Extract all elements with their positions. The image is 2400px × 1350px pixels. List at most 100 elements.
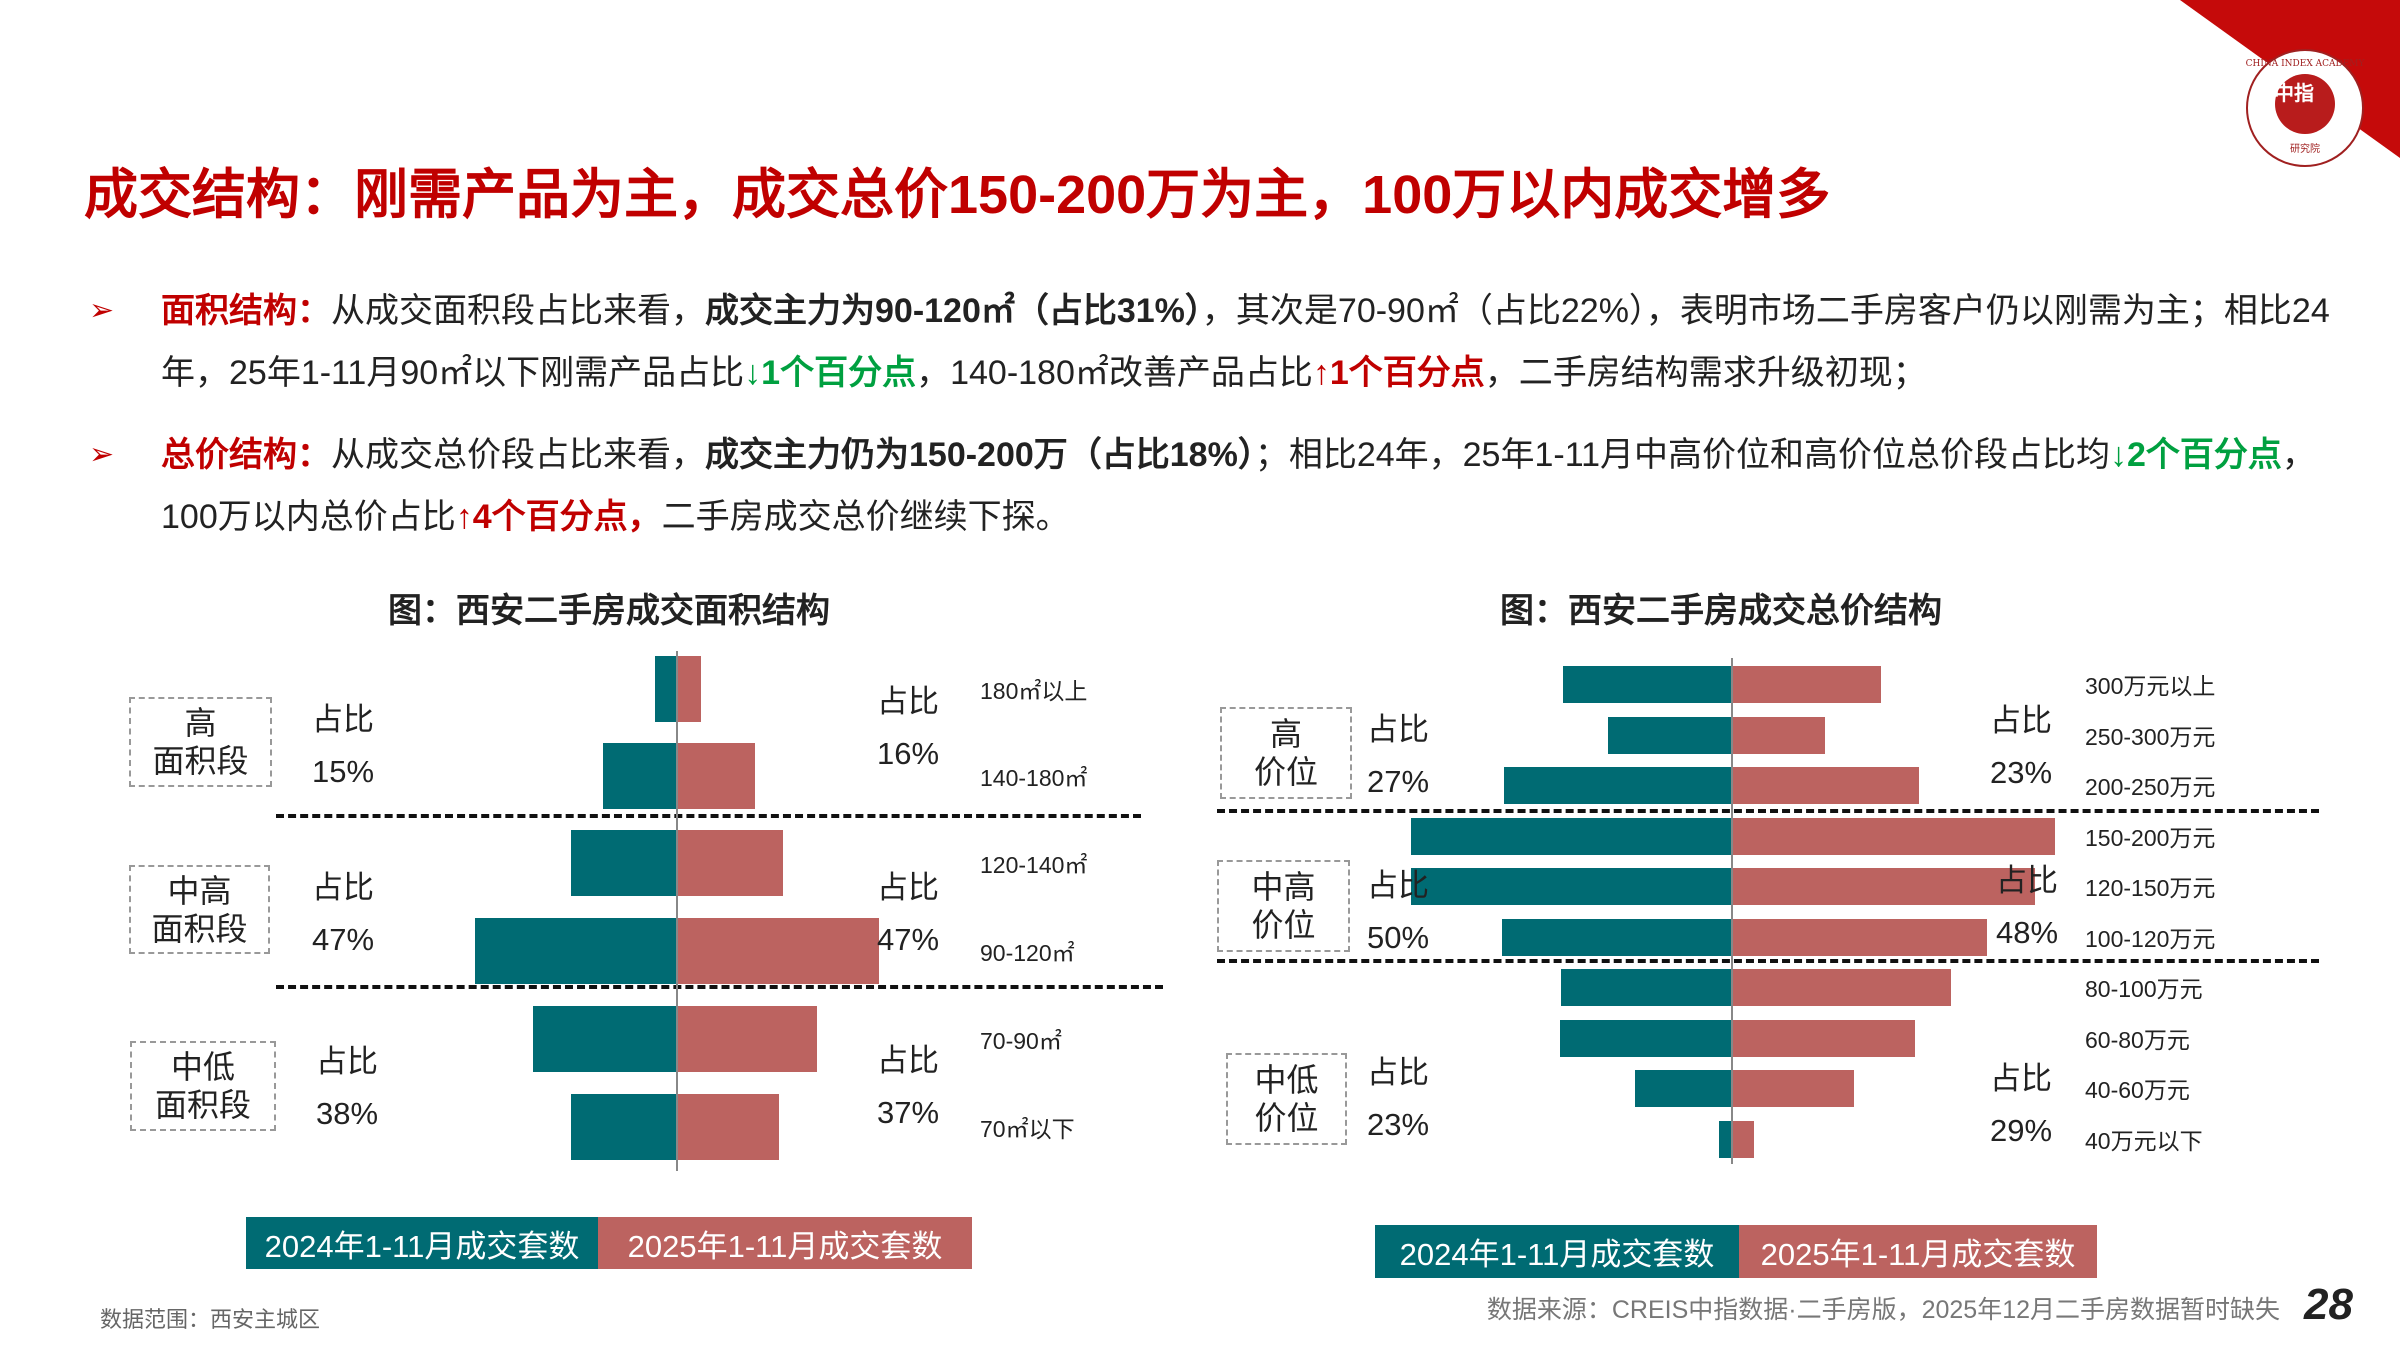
share-2024-mid-low: 占比 23%: [1367, 1055, 1430, 1142]
bar-2024: [1561, 968, 1732, 1006]
group-box-high: 高面积段: [129, 697, 272, 787]
bullet-segment: 成交主力为90-120㎡（占比31%）: [705, 292, 1202, 330]
bullet-segment: ，其次是70-90㎡（占比22%），表明市场二手房客户仍以刚需为主；相比24年，…: [161, 292, 2330, 392]
category-label: 40-60万元: [2085, 1077, 2190, 1103]
legend: 2024年1-11月成交套数 2025年1-11月成交套数: [1375, 1225, 2097, 1278]
category-label: 250-300万元: [2085, 724, 2216, 750]
bar-2024: [1608, 716, 1732, 754]
bar-2024: [1504, 766, 1732, 804]
bullet-segment: 从成交面积段占比来看，: [331, 292, 705, 330]
share-2024-high: 占比 15%: [312, 702, 375, 789]
bar-2024: [571, 1094, 677, 1160]
share-2025-mid-high: 占比 48%: [1996, 863, 2059, 950]
category-label: 150-200万元: [2085, 825, 2216, 851]
brand-logo: 中指 CHINA INDEX ACADEMY 研究院: [2180, 0, 2400, 167]
svg-text:CHINA INDEX ACADEMY: CHINA INDEX ACADEMY: [2246, 59, 2366, 69]
bullet-segment: 从成交总价段占比来看，: [331, 436, 705, 474]
category-label: 300万元以上: [2085, 673, 2216, 699]
chart-axis: [1731, 658, 1733, 1164]
group-divider: [1217, 809, 2319, 813]
bar-2024: [1563, 665, 1732, 703]
bar-2025: [1732, 1019, 1916, 1057]
bar-2025: [677, 918, 880, 984]
bar-2025: [677, 656, 702, 722]
share-2025-high: 占比 23%: [1990, 703, 2053, 790]
group-divider: [276, 985, 1163, 989]
share-2024-mid-high: 占比 50%: [1367, 868, 1430, 955]
category-label: 120-150万元: [2085, 875, 2216, 901]
bar-2025: [1732, 1120, 1754, 1158]
bar-2024: [1502, 918, 1732, 956]
group-box-high: 高价位: [1220, 707, 1352, 799]
legend-2024: 2024年1-11月成交套数: [246, 1217, 598, 1269]
bar-2025: [1732, 716, 1826, 754]
bar-2025: [677, 1094, 779, 1160]
category-label: 200-250万元: [2085, 774, 2216, 800]
chart-axis: [676, 651, 678, 1171]
bar-2025: [677, 830, 784, 896]
bullet-segment: ↑1个百分点: [1312, 354, 1485, 392]
share-2024-high: 占比 27%: [1367, 712, 1430, 799]
share-2025-mid-low: 占比 29%: [1990, 1061, 2053, 1148]
chart-title-area: 图：西安二手房成交面积结构: [388, 592, 830, 630]
bar-2024: [1559, 1019, 1732, 1057]
share-2025-mid-low: 占比 37%: [877, 1043, 940, 1130]
bar-2025: [677, 743, 756, 809]
category-label: 80-100万元: [2085, 976, 2203, 1002]
legend: 2024年1-11月成交套数 2025年1-11月成交套数: [246, 1217, 972, 1269]
bullet-segment: ↓2个百分点: [2110, 436, 2282, 474]
category-label: 120-140㎡: [980, 852, 1088, 878]
bar-2025: [1732, 1069, 1855, 1107]
bar-2025: [1732, 665, 1881, 703]
bullet-segment: 二手房成交总价继续下探。: [661, 498, 1070, 536]
bar-2025: [1732, 867, 2036, 905]
group-divider: [276, 814, 1141, 818]
legend-2025: 2025年1-11月成交套数: [598, 1217, 972, 1269]
bar-2024: [1719, 1120, 1732, 1158]
bullet-segment: ；相比24年，25年1-11月中高价位和高价位总价段占比均: [1254, 436, 2110, 474]
bar-2025: [677, 1006, 818, 1072]
bar-2024: [1410, 867, 1732, 905]
bar-2024: [474, 918, 677, 984]
legend-2025: 2025年1-11月成交套数: [1739, 1225, 2097, 1278]
bar-2025: [1732, 968, 1951, 1006]
share-2025-high: 占比 16%: [877, 684, 940, 771]
group-box-mid-low: 中低 价位: [1226, 1053, 1347, 1145]
svg-text:研究院: 研究院: [2290, 142, 2320, 155]
share-2025-mid-high: 占比 47%: [877, 870, 940, 957]
bullet-segment: ，100万以内总价占比: [161, 436, 2316, 536]
bullet-segment: 面积结构：: [161, 292, 331, 330]
group-box-mid-low: 中低 面积段: [130, 1041, 276, 1131]
category-label: 70㎡以下: [980, 1116, 1075, 1142]
data-scope-note: 数据范围：西安主城区: [100, 1307, 321, 1332]
page-number: 28: [2304, 1280, 2353, 1329]
bar-2024: [1635, 1069, 1732, 1107]
category-label: 70-90㎡: [980, 1028, 1062, 1054]
category-label: 60-80万元: [2085, 1027, 2190, 1053]
data-source-note: 数据来源：CREIS中指数据·二手房版，2025年12月二手房数据暂时缺失: [1486, 1296, 2280, 1324]
group-box-mid-high: 中高 价位: [1217, 860, 1350, 952]
legend-2024: 2024年1-11月成交套数: [1375, 1225, 1739, 1278]
bar-2024: [532, 1006, 677, 1072]
arrow-bullet-icon: ➢: [89, 294, 115, 327]
group-divider: [1217, 959, 2319, 963]
category-label: 90-120㎡: [980, 940, 1075, 966]
bar-2024: [603, 743, 677, 809]
bar-2025: [1732, 918, 1987, 956]
category-label: 140-180㎡: [980, 765, 1088, 791]
category-label: 180㎡以上: [980, 678, 1088, 704]
bar-2025: [1732, 766, 1919, 804]
arrow-bullet-icon: ➢: [89, 438, 115, 471]
bar-2024: [655, 656, 677, 722]
chart-title-price: 图：西安二手房成交总价结构: [1500, 592, 1942, 630]
share-2024-mid-high: 占比 47%: [312, 870, 375, 957]
bar-2024: [1410, 817, 1732, 855]
category-label: 40万元以下: [2085, 1128, 2203, 1154]
bullet-segment: ↑4个百分点，: [455, 498, 662, 536]
svg-text:中指: 中指: [2274, 81, 2314, 105]
page-title: 成交结构：刚需产品为主，成交总价150-200万为主，100万以内成交增多: [84, 165, 1831, 225]
share-2024-mid-low: 占比 38%: [316, 1044, 379, 1131]
bullet-area-structure: ➢ 面积结构：从成交面积段占比来看，成交主力为90-120㎡（占比31%），其次…: [89, 280, 2341, 404]
bullet-segment: ↓1个百分点: [744, 354, 917, 392]
bullet-segment: 成交主力仍为150-200万（占比18%）: [705, 436, 1255, 474]
